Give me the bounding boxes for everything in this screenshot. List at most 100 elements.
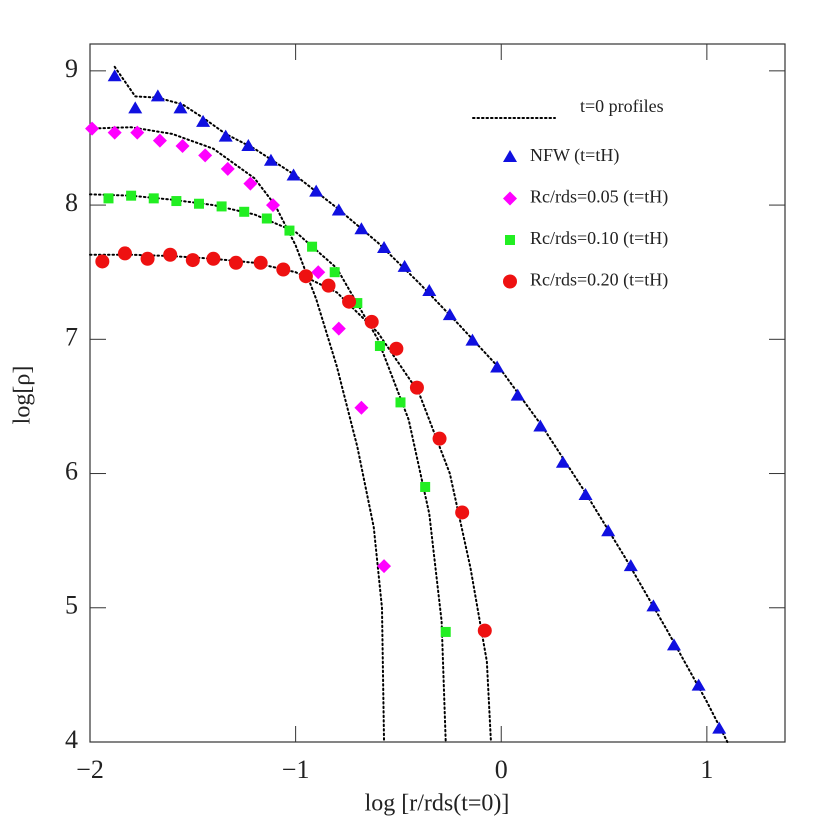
point [128, 101, 143, 114]
legend-label: Rc/rds=0.05 (t=tH) [530, 187, 668, 208]
point [331, 321, 346, 336]
point [163, 247, 178, 262]
point [646, 599, 661, 612]
point [364, 314, 379, 329]
legend-marker [503, 150, 517, 162]
point [712, 721, 727, 734]
legend-label: Rc/rds=0.20 (t=tH) [530, 270, 668, 291]
point [354, 222, 369, 235]
point [342, 294, 357, 309]
y-tick-label: 8 [65, 188, 78, 217]
point [691, 678, 706, 691]
point [95, 254, 110, 269]
y-tick-label: 4 [65, 725, 78, 754]
point [321, 278, 336, 293]
point [171, 196, 182, 207]
point [193, 198, 204, 209]
point [286, 168, 301, 181]
point [150, 89, 165, 102]
point [198, 148, 213, 163]
point [623, 559, 638, 572]
point [107, 69, 122, 82]
point [298, 269, 313, 284]
point [432, 431, 447, 446]
point [261, 213, 272, 224]
point [397, 259, 412, 272]
point [218, 129, 233, 142]
y-axis-label: log[ρ] [10, 366, 36, 425]
point [309, 184, 324, 197]
legend-marker [503, 191, 517, 206]
point [329, 267, 340, 278]
point [140, 251, 155, 266]
point [331, 203, 346, 216]
y-tick-label: 9 [65, 54, 78, 83]
point [85, 121, 100, 136]
y-tick-label: 7 [65, 322, 78, 351]
legend-label: Rc/rds=0.10 (t=tH) [530, 228, 668, 249]
point [228, 255, 243, 270]
point [477, 623, 492, 638]
point [266, 198, 281, 213]
legend-label: NFW (t=tH) [530, 145, 619, 166]
point [216, 201, 227, 212]
point [126, 190, 137, 201]
point [103, 193, 114, 204]
point [284, 225, 295, 236]
point [196, 114, 211, 127]
y-tick-label: 5 [65, 591, 78, 620]
point [220, 161, 235, 176]
point [148, 193, 159, 204]
point [175, 139, 190, 154]
point [206, 251, 221, 266]
point [465, 333, 480, 346]
point [185, 253, 200, 268]
x-tick-label: 0 [495, 755, 508, 784]
point [490, 360, 505, 373]
point [152, 133, 167, 148]
point [442, 308, 457, 321]
point [311, 265, 326, 280]
point [352, 298, 363, 309]
point [555, 455, 570, 468]
x-tick-label: −1 [282, 755, 310, 784]
profile-line [89, 253, 492, 743]
point [241, 139, 256, 152]
point [389, 341, 404, 356]
point [533, 419, 548, 432]
point [420, 481, 431, 492]
x-tick-label: 1 [700, 755, 713, 784]
y-tick-label: 6 [65, 457, 78, 486]
point [307, 241, 318, 252]
legend-label: t=0 profiles [580, 96, 664, 116]
profile-line [113, 65, 729, 743]
point [455, 505, 470, 520]
profile-line [89, 193, 447, 743]
point [243, 176, 258, 191]
point [377, 241, 392, 254]
point [253, 255, 268, 270]
point [510, 388, 525, 401]
legend-marker [505, 235, 515, 245]
x-tick-label: −2 [76, 755, 104, 784]
plot-frame [89, 43, 786, 743]
point [666, 638, 681, 651]
point [117, 246, 132, 261]
point [409, 380, 424, 395]
point [395, 397, 406, 408]
point [374, 341, 385, 352]
point [354, 400, 369, 415]
point [107, 125, 122, 140]
point [601, 524, 616, 537]
point [263, 153, 278, 166]
point [173, 101, 188, 114]
point [422, 283, 437, 296]
point [440, 626, 451, 637]
legend-marker [503, 274, 517, 289]
point [239, 206, 250, 217]
point [130, 125, 145, 140]
point [377, 559, 392, 574]
x-axis-label: log [r/rds(t=0)] [365, 791, 510, 817]
